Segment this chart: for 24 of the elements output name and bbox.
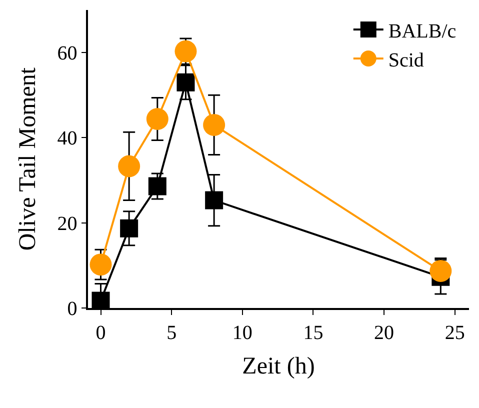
point <box>148 177 166 196</box>
x-tick-label: 0 <box>96 322 106 344</box>
point <box>205 191 224 210</box>
point <box>90 254 112 276</box>
x-tick-label: 20 <box>374 322 394 344</box>
point <box>146 108 168 130</box>
y-tick-label: 60 <box>57 42 78 65</box>
point <box>174 40 197 62</box>
y-tick-label: 0 <box>67 298 78 320</box>
point <box>203 114 226 136</box>
y-tick-label: 40 <box>57 128 78 150</box>
point <box>430 260 452 282</box>
x-tick-label: 15 <box>303 322 324 344</box>
x-tick-label: 10 <box>232 322 252 344</box>
point <box>120 219 138 238</box>
x-tick-label: 25 <box>444 322 465 344</box>
x-tick-label: 5 <box>166 322 177 344</box>
x-axis-title: Zeit (h) <box>242 354 315 380</box>
legend-label: BALB/c <box>388 20 456 42</box>
point <box>176 73 195 92</box>
legend-label: Scid <box>388 49 424 72</box>
y-axis-title: Olive Tail Moment <box>14 67 41 251</box>
y-tick-label: 20 <box>57 212 78 235</box>
point <box>118 155 140 178</box>
